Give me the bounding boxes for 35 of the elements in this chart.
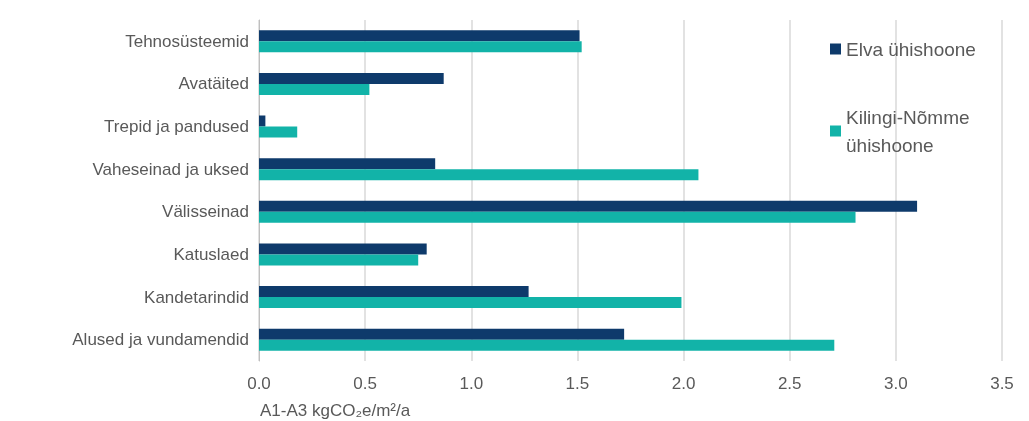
y-tick-label: Vaheseinad ja uksed	[92, 159, 249, 179]
x-tick-label: 1.0	[459, 374, 484, 393]
bar	[259, 30, 580, 42]
x-tick-label: 2.0	[671, 374, 696, 393]
y-tick-label: Trepid ja pandused	[104, 117, 249, 137]
bar	[259, 115, 266, 127]
bar	[259, 83, 370, 95]
bar	[259, 41, 582, 53]
legend-label: Elva ühishoone	[846, 38, 976, 60]
bar	[259, 72, 444, 84]
y-tick-label: Avatäited	[178, 74, 249, 94]
bar	[259, 328, 625, 340]
y-tick-label: Tehnosüsteemid	[125, 31, 249, 51]
y-tick-label: Alused ja vundamendid	[72, 330, 249, 350]
x-tick-label: 1.5	[565, 374, 590, 393]
x-tick-label: 3.5	[990, 374, 1014, 393]
x-tick-label: 2.5	[777, 374, 802, 393]
bar	[259, 126, 298, 138]
bar	[259, 286, 529, 298]
x-axis-title: A1-A3 kgCO₂e/m²/a	[260, 401, 411, 420]
bar	[259, 158, 436, 170]
x-tick-label: 0.5	[353, 374, 377, 393]
bar	[259, 339, 835, 351]
bar	[259, 169, 699, 181]
y-tick-label: Välisseinad	[162, 202, 249, 222]
legend-label: Kilingi-Nõmme ühishoone	[846, 106, 975, 156]
x-tick-label: 0.0	[247, 374, 271, 393]
x-tick-label: 3.0	[884, 374, 908, 393]
bar	[259, 254, 419, 266]
bar	[259, 211, 856, 223]
y-tick-label: Katuslaed	[173, 244, 249, 264]
y-tick-label: Kandetarindid	[144, 287, 249, 307]
bar	[259, 297, 682, 309]
bar	[259, 243, 427, 255]
bar	[259, 200, 918, 212]
